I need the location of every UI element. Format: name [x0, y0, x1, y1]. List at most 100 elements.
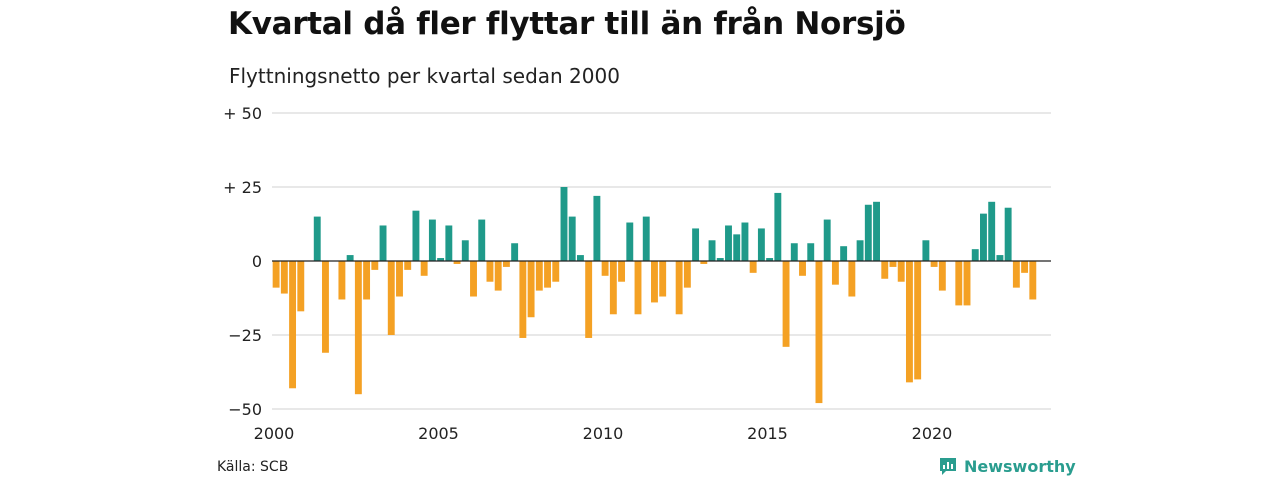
- bar-2017-k2: [840, 246, 848, 261]
- bar-2005-k2: [445, 225, 453, 261]
- grid-lines: [272, 112, 1051, 410]
- bar-2020-k2: [938, 261, 946, 291]
- bar-2010-k1: [601, 261, 609, 276]
- bar-2019-k1: [897, 261, 905, 282]
- bar-2004-k3: [420, 261, 428, 276]
- chart-title: Kvartal då fler flyttar till än från Nor…: [228, 6, 906, 42]
- bar-2018-k3: [881, 261, 889, 279]
- bar-2011-k3: [651, 261, 658, 303]
- bar-2009-k4: [593, 195, 601, 261]
- bar-2022-k3: [1012, 261, 1020, 288]
- bar-2013-k4: [725, 225, 732, 261]
- x-tick-label: 2000: [254, 424, 295, 443]
- bar-2021-k3: [980, 213, 987, 261]
- bar-2014-k3: [749, 261, 757, 273]
- y-tick-label: + 25: [223, 178, 262, 197]
- y-tick-label: + 50: [223, 104, 262, 123]
- bar-2022-k4: [1021, 261, 1029, 273]
- bar-2012-k3: [683, 261, 691, 288]
- bar-2000-k1: [272, 261, 280, 288]
- bar-2008-k1: [535, 261, 543, 291]
- bar-2021-k4: [988, 201, 996, 261]
- bar-2010-k2: [609, 261, 617, 315]
- bar-2017-k3: [848, 261, 856, 297]
- bar-2005-k4: [461, 240, 469, 261]
- y-tick-label: −25: [228, 326, 262, 345]
- x-tick-label: 2015: [747, 424, 788, 443]
- source-note: Källa: SCB: [217, 459, 289, 475]
- x-axis-ticks: 2000 2005 2010 2015 2020: [254, 424, 953, 443]
- bar-2009-k3: [585, 261, 593, 338]
- bar-2006-k2: [478, 219, 486, 261]
- bar-2018-k4: [889, 261, 897, 267]
- bar-2018-k2: [873, 201, 880, 261]
- bar-chart-speech-bubble-icon: [940, 458, 956, 475]
- bar-2001-k3: [322, 261, 329, 353]
- bar-2004-k2: [412, 210, 420, 261]
- bar-2008-k4: [560, 187, 568, 261]
- bar-2003-k1: [371, 261, 379, 270]
- bar-2006-k1: [470, 261, 477, 297]
- bar-2002-k3: [354, 261, 362, 395]
- bar-2003-k2: [379, 225, 387, 261]
- bar-2007-k2: [511, 243, 519, 261]
- bar-2002-k1: [338, 261, 346, 300]
- bar-2019-k4: [922, 240, 930, 261]
- bar-2022-k1: [996, 255, 1004, 261]
- bar-2006-k4: [494, 261, 502, 291]
- bar-2003-k4: [396, 261, 403, 297]
- bar-2001-k2: [313, 216, 321, 261]
- bar-2006-k3: [486, 261, 494, 282]
- y-tick-label: −50: [228, 400, 262, 419]
- bar-2016-k2: [807, 243, 815, 261]
- bar-2015-k4: [790, 243, 798, 261]
- bar-2023-k1: [1029, 261, 1037, 300]
- bar-2005-k3: [453, 261, 461, 264]
- bar-2015-k3: [782, 261, 790, 347]
- brand-logo: Newsworthy: [938, 456, 1076, 476]
- bar-2013-k1: [700, 261, 708, 264]
- bar-2008-k2: [544, 261, 551, 288]
- bar-2004-k4: [428, 219, 436, 261]
- bar-2012-k4: [692, 228, 700, 261]
- bar-2016-k1: [799, 261, 806, 276]
- bar-2007-k3: [519, 261, 527, 338]
- bar-2002-k2: [346, 255, 354, 261]
- bar-2000-k3: [289, 261, 297, 389]
- bar-2014-k1: [733, 234, 741, 261]
- bar-2002-k4: [363, 261, 371, 300]
- bar-2019-k3: [914, 261, 922, 380]
- y-axis-ticks: + 50 + 25 0 −25 −50: [223, 104, 262, 419]
- bar-2014-k4: [757, 228, 765, 261]
- bar-2007-k4: [527, 261, 535, 318]
- bar-2008-k3: [552, 261, 560, 282]
- bar-2016-k4: [823, 219, 831, 261]
- bar-2007-k1: [502, 261, 510, 267]
- bar-2020-k4: [955, 261, 963, 306]
- bar-2017-k1: [831, 261, 839, 285]
- bar-2012-k2: [675, 261, 683, 315]
- bar-2021-k1: [963, 261, 971, 306]
- bar-2019-k2: [905, 261, 913, 383]
- bar-2000-k4: [297, 261, 305, 312]
- brand-name: Newsworthy: [964, 456, 1076, 476]
- bar-2009-k1: [568, 216, 576, 261]
- x-tick-label: 2010: [583, 424, 624, 443]
- bar-2018-k1: [864, 204, 872, 261]
- x-tick-label: 2020: [912, 424, 953, 443]
- y-tick-label: 0: [252, 252, 262, 271]
- bar-2011-k4: [659, 261, 667, 297]
- bar-2000-k2: [280, 261, 288, 294]
- chart-subtitle: Flyttningsnetto per kvartal sedan 2000: [229, 64, 620, 88]
- bar-2022-k2: [1004, 207, 1012, 261]
- x-tick-label: 2005: [418, 424, 459, 443]
- bar-2009-k2: [576, 255, 584, 261]
- bar-2010-k3: [618, 261, 626, 282]
- bar-2011-k1: [634, 261, 642, 315]
- bar-2014-k2: [741, 222, 749, 261]
- bar-2005-k1: [437, 258, 445, 261]
- bar-2003-k3: [387, 261, 395, 335]
- bar-2010-k4: [626, 222, 634, 261]
- bar-2016-k3: [815, 261, 823, 404]
